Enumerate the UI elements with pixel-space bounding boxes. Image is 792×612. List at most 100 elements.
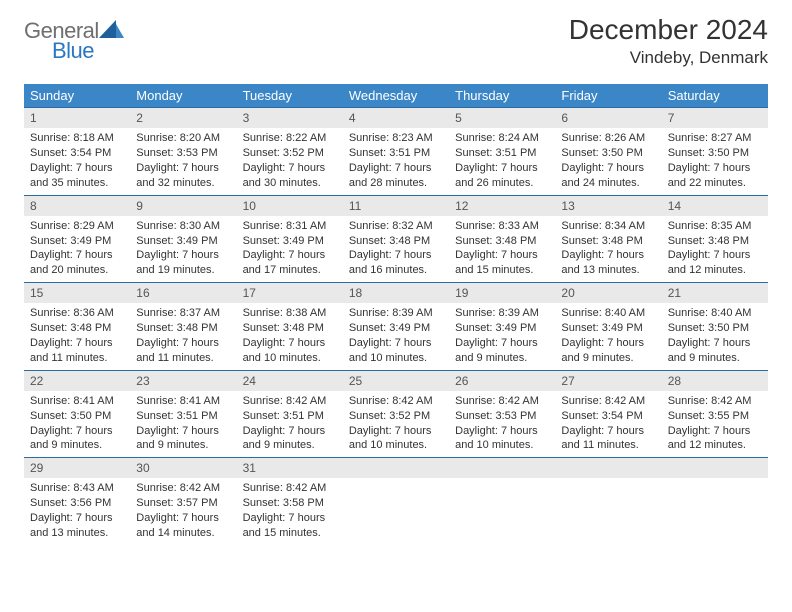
sunrise-text: Sunrise: 8:23 AM (349, 131, 443, 146)
weekday-header: Wednesday (343, 84, 449, 108)
sunrise-text: Sunrise: 8:22 AM (243, 131, 337, 146)
day-number: 2 (130, 108, 236, 128)
sunset-text: Sunset: 3:51 PM (136, 409, 230, 424)
day-number: 8 (24, 196, 130, 216)
day-number: 1 (24, 108, 130, 128)
day-body: Sunrise: 8:18 AMSunset: 3:54 PMDaylight:… (24, 128, 130, 194)
calendar-day-cell: 28Sunrise: 8:42 AMSunset: 3:55 PMDayligh… (662, 370, 768, 458)
sunrise-text: Sunrise: 8:36 AM (30, 306, 124, 321)
calendar-day-cell: 15Sunrise: 8:36 AMSunset: 3:48 PMDayligh… (24, 283, 130, 371)
sunset-text: Sunset: 3:51 PM (243, 409, 337, 424)
daylight-text: Daylight: 7 hours and 17 minutes. (243, 248, 337, 278)
calendar-day-cell: 25Sunrise: 8:42 AMSunset: 3:52 PMDayligh… (343, 370, 449, 458)
daylight-text: Daylight: 7 hours and 15 minutes. (243, 511, 337, 541)
day-body: Sunrise: 8:39 AMSunset: 3:49 PMDaylight:… (343, 303, 449, 369)
sunrise-text: Sunrise: 8:37 AM (136, 306, 230, 321)
daylight-text: Daylight: 7 hours and 9 minutes. (30, 424, 124, 454)
sunrise-text: Sunrise: 8:29 AM (30, 219, 124, 234)
sunrise-text: Sunrise: 8:26 AM (561, 131, 655, 146)
sunrise-text: Sunrise: 8:42 AM (349, 394, 443, 409)
day-number: 22 (24, 371, 130, 391)
weekday-header: Sunday (24, 84, 130, 108)
daylight-text: Daylight: 7 hours and 24 minutes. (561, 161, 655, 191)
day-body: Sunrise: 8:42 AMSunset: 3:55 PMDaylight:… (662, 391, 768, 457)
day-number: 12 (449, 196, 555, 216)
daylight-text: Daylight: 7 hours and 22 minutes. (668, 161, 762, 191)
day-number: 5 (449, 108, 555, 128)
weekday-header: Monday (130, 84, 236, 108)
daylight-text: Daylight: 7 hours and 11 minutes. (561, 424, 655, 454)
day-number: 13 (555, 196, 661, 216)
day-body: Sunrise: 8:35 AMSunset: 3:48 PMDaylight:… (662, 216, 768, 282)
daylight-text: Daylight: 7 hours and 19 minutes. (136, 248, 230, 278)
daylight-text: Daylight: 7 hours and 9 minutes. (136, 424, 230, 454)
sunrise-text: Sunrise: 8:38 AM (243, 306, 337, 321)
daylight-text: Daylight: 7 hours and 30 minutes. (243, 161, 337, 191)
calendar-week-row: 1Sunrise: 8:18 AMSunset: 3:54 PMDaylight… (24, 108, 768, 196)
day-number: 25 (343, 371, 449, 391)
day-body: Sunrise: 8:31 AMSunset: 3:49 PMDaylight:… (237, 216, 343, 282)
sunset-text: Sunset: 3:49 PM (243, 234, 337, 249)
calendar-day-cell: 7Sunrise: 8:27 AMSunset: 3:50 PMDaylight… (662, 108, 768, 196)
sunset-text: Sunset: 3:53 PM (455, 409, 549, 424)
day-number: 16 (130, 283, 236, 303)
calendar-day-cell (343, 458, 449, 545)
sunset-text: Sunset: 3:48 PM (455, 234, 549, 249)
sunrise-text: Sunrise: 8:39 AM (455, 306, 549, 321)
calendar-day-cell: 6Sunrise: 8:26 AMSunset: 3:50 PMDaylight… (555, 108, 661, 196)
sunrise-text: Sunrise: 8:27 AM (668, 131, 762, 146)
daylight-text: Daylight: 7 hours and 13 minutes. (30, 511, 124, 541)
day-number-empty (555, 458, 661, 478)
day-number: 3 (237, 108, 343, 128)
page-title: December 2024 (569, 14, 768, 46)
sunset-text: Sunset: 3:49 PM (455, 321, 549, 336)
calendar-day-cell: 10Sunrise: 8:31 AMSunset: 3:49 PMDayligh… (237, 195, 343, 283)
calendar-day-cell: 4Sunrise: 8:23 AMSunset: 3:51 PMDaylight… (343, 108, 449, 196)
day-body: Sunrise: 8:42 AMSunset: 3:54 PMDaylight:… (555, 391, 661, 457)
weekday-header: Tuesday (237, 84, 343, 108)
sunset-text: Sunset: 3:48 PM (243, 321, 337, 336)
daylight-text: Daylight: 7 hours and 35 minutes. (30, 161, 124, 191)
sunset-text: Sunset: 3:50 PM (30, 409, 124, 424)
day-number: 29 (24, 458, 130, 478)
sunrise-text: Sunrise: 8:42 AM (243, 481, 337, 496)
sunset-text: Sunset: 3:49 PM (349, 321, 443, 336)
day-number: 31 (237, 458, 343, 478)
sunrise-text: Sunrise: 8:43 AM (30, 481, 124, 496)
sunset-text: Sunset: 3:50 PM (561, 146, 655, 161)
day-number: 28 (662, 371, 768, 391)
sunrise-text: Sunrise: 8:42 AM (561, 394, 655, 409)
day-body: Sunrise: 8:41 AMSunset: 3:50 PMDaylight:… (24, 391, 130, 457)
sunset-text: Sunset: 3:51 PM (349, 146, 443, 161)
day-number: 26 (449, 371, 555, 391)
daylight-text: Daylight: 7 hours and 9 minutes. (243, 424, 337, 454)
sunrise-text: Sunrise: 8:31 AM (243, 219, 337, 234)
logo-word-2: Blue (24, 38, 99, 64)
day-number-empty (343, 458, 449, 478)
sunrise-text: Sunrise: 8:42 AM (455, 394, 549, 409)
sunset-text: Sunset: 3:56 PM (30, 496, 124, 511)
day-number: 17 (237, 283, 343, 303)
day-number: 4 (343, 108, 449, 128)
daylight-text: Daylight: 7 hours and 10 minutes. (349, 336, 443, 366)
title-block: December 2024 Vindeby, Denmark (569, 14, 768, 68)
location-label: Vindeby, Denmark (569, 48, 768, 68)
sunset-text: Sunset: 3:58 PM (243, 496, 337, 511)
sunrise-text: Sunrise: 8:40 AM (561, 306, 655, 321)
day-number: 18 (343, 283, 449, 303)
calendar-day-cell: 21Sunrise: 8:40 AMSunset: 3:50 PMDayligh… (662, 283, 768, 371)
daylight-text: Daylight: 7 hours and 10 minutes. (455, 424, 549, 454)
day-body: Sunrise: 8:26 AMSunset: 3:50 PMDaylight:… (555, 128, 661, 194)
calendar-day-cell: 12Sunrise: 8:33 AMSunset: 3:48 PMDayligh… (449, 195, 555, 283)
sunrise-text: Sunrise: 8:34 AM (561, 219, 655, 234)
daylight-text: Daylight: 7 hours and 20 minutes. (30, 248, 124, 278)
day-body: Sunrise: 8:36 AMSunset: 3:48 PMDaylight:… (24, 303, 130, 369)
calendar-day-cell (449, 458, 555, 545)
calendar-day-cell: 8Sunrise: 8:29 AMSunset: 3:49 PMDaylight… (24, 195, 130, 283)
weekday-header-row: Sunday Monday Tuesday Wednesday Thursday… (24, 84, 768, 108)
sunrise-text: Sunrise: 8:42 AM (668, 394, 762, 409)
sunset-text: Sunset: 3:48 PM (136, 321, 230, 336)
sunset-text: Sunset: 3:57 PM (136, 496, 230, 511)
day-body: Sunrise: 8:40 AMSunset: 3:49 PMDaylight:… (555, 303, 661, 369)
day-body: Sunrise: 8:34 AMSunset: 3:48 PMDaylight:… (555, 216, 661, 282)
